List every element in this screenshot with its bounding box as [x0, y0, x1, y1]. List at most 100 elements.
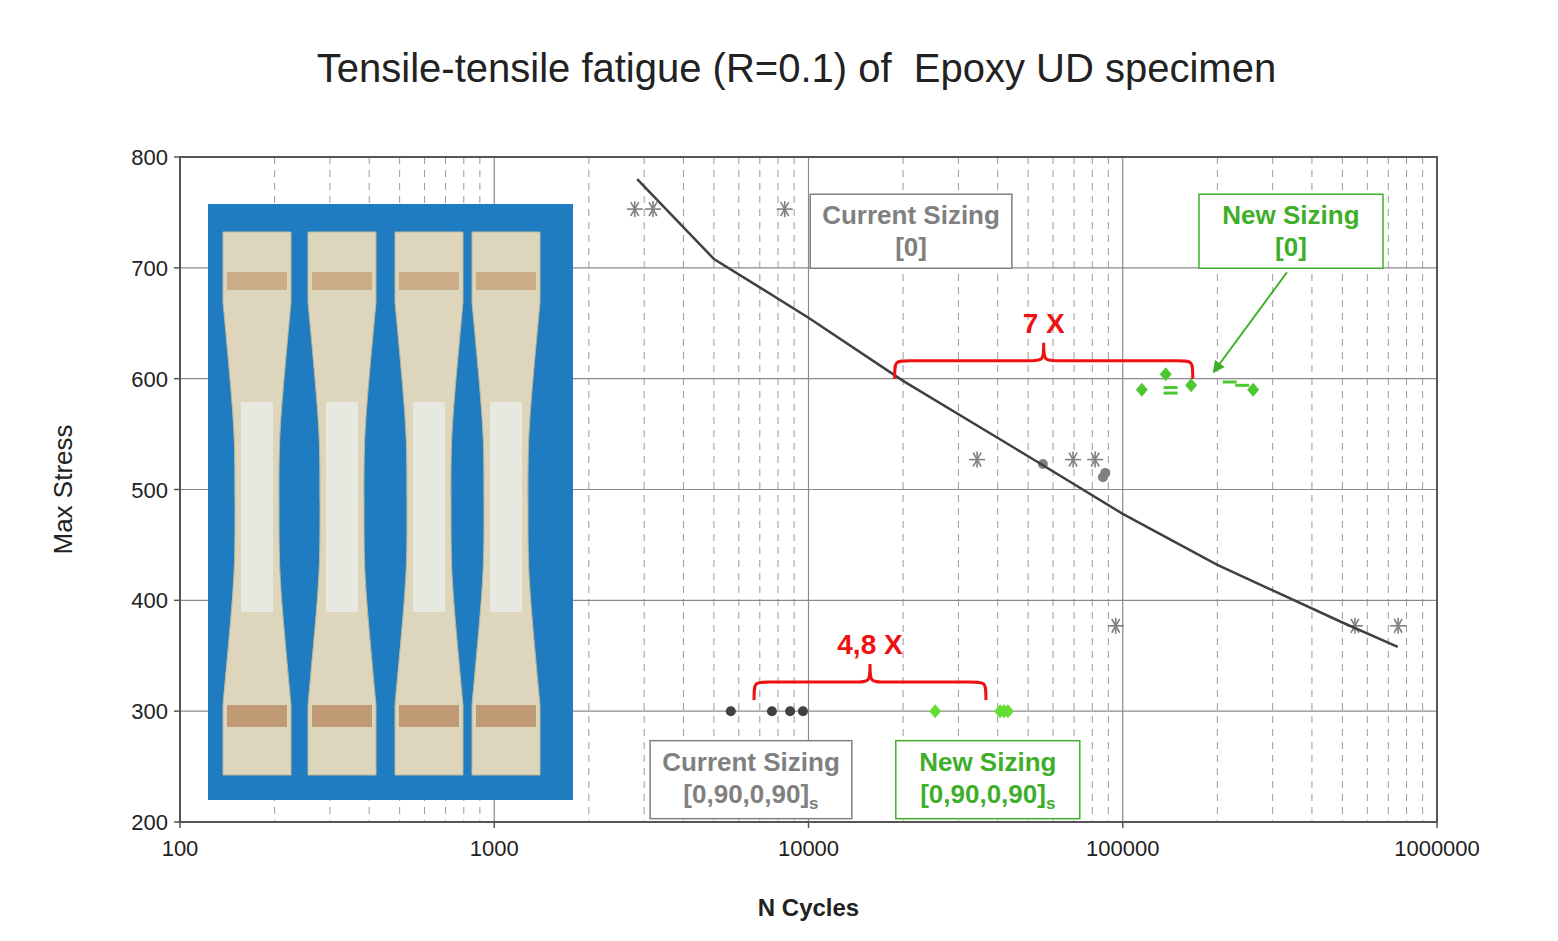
data-point: [1223, 380, 1237, 383]
tick-label: 400: [131, 588, 168, 613]
specimen-tab: [227, 705, 287, 727]
annotation-line: [0,90,0,90]: [683, 779, 809, 809]
annotation-line: Current Sizing: [822, 200, 1000, 230]
brace-label: 7 X: [1023, 308, 1065, 339]
specimen-tab: [227, 272, 287, 290]
asterisk-arm: [634, 201, 636, 217]
tick-label: 800: [131, 145, 168, 170]
annotation-line: [0]: [895, 232, 927, 262]
specimen-tab: [399, 272, 459, 290]
annotation-subscript: s: [1046, 794, 1055, 813]
annotation-frame: [896, 741, 1080, 819]
annotation-line: New Sizing: [1222, 200, 1359, 230]
data-point: [785, 706, 795, 716]
chart: Tensile-tensile fatigue (R=0.1) of Epoxy…: [0, 0, 1558, 941]
specimen-tab: [476, 705, 536, 727]
annotation-frame: [810, 194, 1012, 268]
tick-label: 100: [162, 836, 199, 861]
annotation-text: New Sizing: [1222, 200, 1359, 230]
data-point: [767, 706, 777, 716]
specimen: [472, 232, 540, 775]
specimen-fibres: [490, 402, 522, 612]
tick-label: 200: [131, 810, 168, 835]
annotation-line: New Sizing: [919, 747, 1056, 777]
annotation-line: Current Sizing: [662, 747, 840, 777]
data-point: [929, 704, 941, 718]
specimen-fibres: [326, 402, 358, 612]
data-point: [1002, 704, 1014, 718]
brace: [754, 664, 986, 700]
x-axis-title: N Cycles: [758, 894, 859, 921]
annotation-frame: [650, 741, 852, 819]
brace-label: 4,8 X: [837, 629, 903, 660]
specimen-fibres: [241, 402, 273, 612]
data-point: [726, 706, 736, 716]
specimen-tab: [312, 272, 372, 290]
brace: [895, 343, 1193, 379]
data-point: [1185, 378, 1197, 392]
annotation-text: [0]: [1275, 232, 1307, 262]
arrow-head: [1213, 360, 1225, 373]
annotation-arrow: [1213, 272, 1287, 373]
tick-label: 10000: [778, 836, 839, 861]
annotation-text: [0,90,0,90]s: [683, 779, 818, 813]
tick-label: 700: [131, 256, 168, 281]
asterisk-arm: [1094, 452, 1096, 468]
asterisk-arm: [1397, 618, 1399, 634]
grid: [180, 157, 1437, 822]
specimen-tab: [399, 705, 459, 727]
annotation-line: [0,90,0,90]: [920, 779, 1046, 809]
data-point: [1100, 468, 1110, 478]
title: Tensile-tensile fatigue (R=0.1) of Epoxy…: [317, 46, 1276, 90]
annotations: Current Sizing[0]New Sizing[0]Current Si…: [650, 194, 1383, 818]
data-point: [798, 706, 808, 716]
data-point: [1136, 383, 1148, 397]
asterisk-arm: [784, 201, 786, 217]
annotation-line: [0]: [1275, 232, 1307, 262]
specimen: [308, 232, 376, 775]
asterisk-arm: [652, 201, 654, 217]
annotation-subscript: s: [809, 794, 818, 813]
data-point: [1065, 452, 1081, 468]
data-point: [1160, 367, 1172, 381]
data: [627, 179, 1406, 718]
annotation-frame: [1199, 194, 1383, 268]
specimen-tab: [476, 272, 536, 290]
tick-label: 600: [131, 367, 168, 392]
data-point: [1235, 384, 1249, 387]
plot-frame: [180, 157, 1437, 822]
asterisk-arm: [1072, 452, 1074, 468]
data-point: [777, 201, 793, 217]
data-point: [1164, 392, 1178, 395]
trend-line: [637, 179, 1398, 647]
asterisk-arm: [1115, 618, 1117, 634]
data-point: [645, 201, 661, 217]
tick-label: 1000000: [1394, 836, 1480, 861]
specimen: [223, 232, 291, 775]
photo-inset: [208, 204, 573, 800]
data-point: [1390, 618, 1406, 634]
arrow-shaft: [1218, 272, 1287, 365]
background: [0, 0, 1558, 941]
tick-label: 500: [131, 478, 168, 503]
tick-label: 300: [131, 699, 168, 724]
annotation-box: New Sizing[0,90,0,90]s: [896, 741, 1080, 819]
specimen-fibres: [413, 402, 445, 612]
specimen: [395, 232, 463, 775]
annotation-text: [0]: [895, 232, 927, 262]
data-point: [1164, 386, 1178, 389]
data-point: [969, 452, 985, 468]
annotation-text: New Sizing: [919, 747, 1056, 777]
tick-label: 1000: [470, 836, 519, 861]
annotation-text: Current Sizing: [822, 200, 1000, 230]
annotation-text: [0,90,0,90]s: [920, 779, 1055, 813]
tick-label: 100000: [1086, 836, 1159, 861]
data-point: [1108, 618, 1124, 634]
photo-background: [208, 204, 573, 800]
data-point: [1087, 452, 1103, 468]
asterisk-arm: [1354, 618, 1356, 634]
annotation-box: New Sizing[0]: [1199, 194, 1383, 268]
specimen-tab: [312, 705, 372, 727]
y-axis-title: Max Stress: [48, 424, 78, 554]
annotation-box: Current Sizing[0]: [810, 194, 1012, 268]
